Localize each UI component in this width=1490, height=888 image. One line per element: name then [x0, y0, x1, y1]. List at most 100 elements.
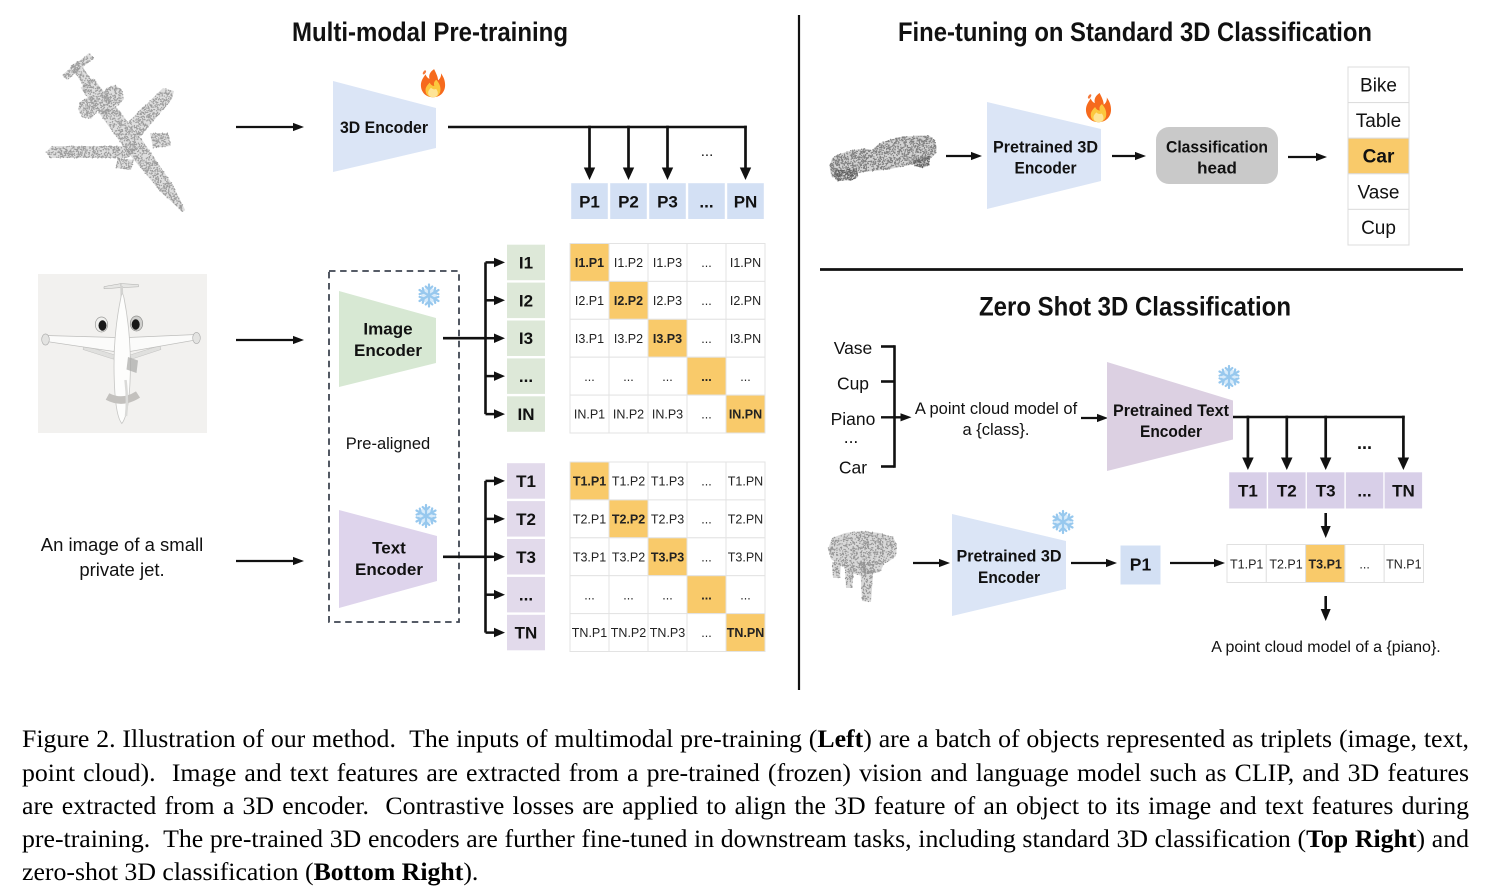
svg-text:Vase: Vase	[834, 338, 873, 358]
svg-text:Pre-aligned: Pre-aligned	[346, 435, 430, 453]
svg-text:...: ...	[701, 550, 711, 564]
svg-text:I3.P3: I3.P3	[653, 332, 682, 346]
svg-text:T1.P1: T1.P1	[573, 475, 606, 489]
svg-text:Text: Text	[372, 539, 406, 558]
svg-text:...: ...	[623, 370, 633, 384]
svg-text:P1: P1	[1130, 555, 1152, 575]
svg-text:TN: TN	[515, 624, 538, 643]
svg-text:T1.P2: T1.P2	[612, 475, 645, 489]
svg-text:T1.P3: T1.P3	[651, 475, 684, 489]
svg-text:Encoder: Encoder	[354, 341, 422, 360]
svg-text:...: ...	[1357, 482, 1371, 501]
svg-text:P3: P3	[657, 193, 678, 212]
svg-text:A point cloud model of: A point cloud model of	[915, 400, 1078, 418]
svg-text:TN.P2: TN.P2	[611, 626, 646, 640]
svg-text:...: ...	[662, 588, 672, 602]
svg-text:a {class}.: a {class}.	[963, 421, 1030, 439]
svg-text:T1.PN: T1.PN	[728, 475, 763, 489]
svg-text:T1: T1	[1238, 482, 1258, 501]
svg-text:...: ...	[701, 294, 711, 308]
svg-text:T3.PN: T3.PN	[728, 550, 763, 564]
svg-text:IN.P3: IN.P3	[652, 408, 683, 422]
svg-text:...: ...	[1357, 433, 1372, 453]
svg-text:I1.P3: I1.P3	[653, 256, 682, 270]
svg-text:...: ...	[701, 408, 711, 422]
svg-text:Encoder: Encoder	[1015, 159, 1077, 178]
svg-text:...: ...	[701, 256, 711, 270]
svg-text:head: head	[1197, 159, 1237, 178]
svg-text:P2: P2	[618, 193, 639, 212]
svg-text:...: ...	[519, 586, 533, 605]
svg-text:I1.P2: I1.P2	[614, 256, 643, 270]
svg-text:Zero Shot 3D Classification: Zero Shot 3D Classification	[979, 292, 1291, 322]
svg-text:T2.PN: T2.PN	[728, 513, 763, 527]
svg-text:TN.P1: TN.P1	[1386, 557, 1421, 571]
svg-text:...: ...	[584, 588, 594, 602]
svg-text:IN.P1: IN.P1	[574, 408, 605, 422]
svg-text:...: ...	[740, 370, 750, 384]
svg-text:I3.PN: I3.PN	[730, 332, 761, 346]
svg-text:I1: I1	[519, 253, 533, 272]
svg-text:...: ...	[699, 193, 713, 212]
svg-text:I2.P2: I2.P2	[614, 294, 643, 308]
svg-text:Encoder: Encoder	[1140, 422, 1202, 441]
svg-text:I3: I3	[519, 329, 533, 348]
svg-text:Pretrained 3D: Pretrained 3D	[957, 547, 1062, 566]
svg-text:Cup: Cup	[1361, 218, 1396, 239]
svg-text:IN.P2: IN.P2	[613, 408, 644, 422]
svg-text:Multi-modal Pre-training: Multi-modal Pre-training	[292, 17, 568, 47]
svg-text:An image of a small: An image of a small	[41, 534, 203, 555]
svg-text:T3: T3	[1316, 482, 1336, 501]
svg-text:T2.P3: T2.P3	[651, 513, 684, 527]
svg-text:...: ...	[701, 143, 714, 160]
svg-text:...: ...	[1359, 557, 1369, 571]
svg-text:...: ...	[584, 370, 594, 384]
svg-text:...: ...	[740, 588, 750, 602]
svg-text:Bike: Bike	[1360, 76, 1397, 97]
svg-text:Encoder: Encoder	[355, 560, 423, 579]
svg-text:...: ...	[701, 513, 711, 527]
svg-text:I1.P1: I1.P1	[575, 256, 604, 270]
svg-text:Fine-tuning on Standard 3D Cla: Fine-tuning on Standard 3D Classificatio…	[898, 17, 1372, 47]
svg-text:I3.P1: I3.P1	[575, 332, 604, 346]
svg-text:...: ...	[701, 588, 711, 602]
svg-text:T3.P1: T3.P1	[1309, 557, 1342, 571]
svg-text:...: ...	[519, 367, 533, 386]
svg-text:T3.P1: T3.P1	[573, 550, 606, 564]
svg-text:T1.P1: T1.P1	[1230, 557, 1263, 571]
svg-text:Cup: Cup	[837, 374, 869, 394]
svg-text:private jet.: private jet.	[79, 559, 164, 580]
svg-text:Table: Table	[1356, 111, 1401, 132]
svg-text:Piano: Piano	[831, 409, 876, 429]
svg-text:...: ...	[701, 626, 711, 640]
svg-text:I1.PN: I1.PN	[730, 256, 761, 270]
svg-text:Car: Car	[1363, 147, 1395, 168]
svg-text:IN: IN	[518, 405, 535, 424]
svg-text:...: ...	[623, 588, 633, 602]
svg-text:T3.P3: T3.P3	[651, 550, 684, 564]
svg-text:...: ...	[701, 475, 711, 489]
svg-text:IN.PN: IN.PN	[729, 408, 762, 422]
svg-text:T2.P2: T2.P2	[612, 513, 645, 527]
svg-text:A point cloud model of a {pian: A point cloud model of a {piano}.	[1211, 639, 1441, 656]
svg-text:PN: PN	[734, 193, 758, 212]
svg-text:I2.P1: I2.P1	[575, 294, 604, 308]
svg-text:I2.PN: I2.PN	[730, 294, 761, 308]
svg-text:TN.P3: TN.P3	[650, 626, 685, 640]
svg-text:T2.P1: T2.P1	[1269, 557, 1302, 571]
svg-text:T3.P2: T3.P2	[612, 550, 645, 564]
svg-text:T2: T2	[1277, 482, 1297, 501]
svg-text:...: ...	[701, 370, 711, 384]
svg-text:TN.P1: TN.P1	[572, 626, 607, 640]
svg-text:T1: T1	[516, 472, 536, 491]
svg-text:Image: Image	[363, 320, 412, 339]
svg-text:Car: Car	[839, 458, 867, 478]
svg-text:TN: TN	[1392, 482, 1415, 501]
svg-text:...: ...	[844, 427, 859, 447]
svg-text:Classification: Classification	[1166, 138, 1268, 157]
svg-text:I2.P3: I2.P3	[653, 294, 682, 308]
svg-text:T3: T3	[516, 548, 536, 567]
svg-text:...: ...	[662, 370, 672, 384]
svg-text:I3.P2: I3.P2	[614, 332, 643, 346]
svg-text:I2: I2	[519, 291, 533, 310]
